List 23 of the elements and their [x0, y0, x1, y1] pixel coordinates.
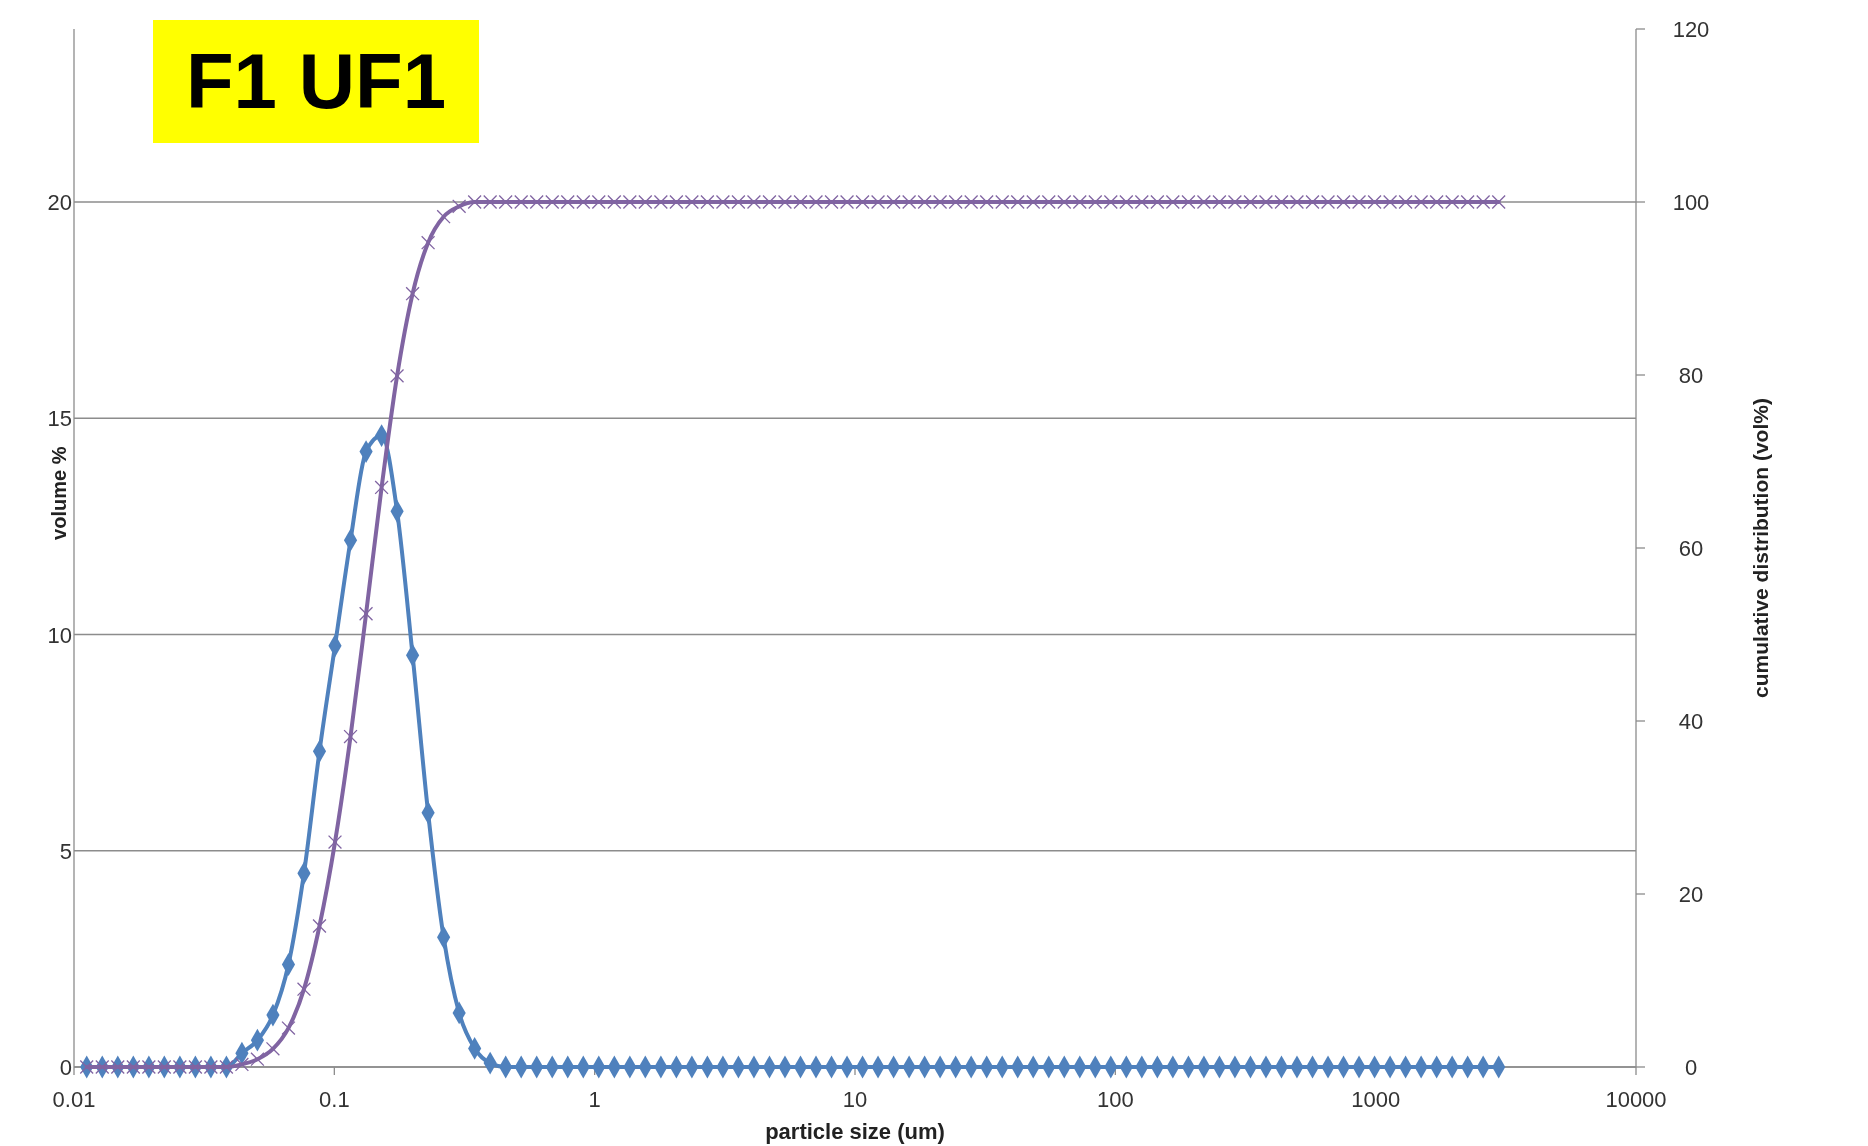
- chart-title: F1 UF1: [185, 37, 447, 125]
- y2-tick-label: 20: [1678, 882, 1704, 907]
- y-tick-label: 0: [59, 1055, 72, 1080]
- x-tick-label: 1000: [1351, 1087, 1401, 1112]
- x-axis-title: particle size (um): [765, 1119, 945, 1144]
- y2-tick-label: 100: [1672, 190, 1710, 215]
- y2-tick-label: 40: [1678, 709, 1704, 734]
- y-tick-label: 15: [47, 406, 72, 432]
- y2-tick-label: 60: [1678, 536, 1704, 561]
- x-tick-label: 0.1: [319, 1087, 350, 1112]
- x-tick-label: 100: [1096, 1087, 1134, 1112]
- x-tick-label: 10: [842, 1087, 868, 1112]
- y-tick-label: 5: [59, 838, 72, 864]
- y2-tick-label: 120: [1672, 17, 1710, 42]
- y2-tick-label: 80: [1678, 363, 1704, 388]
- x-tick-label: 0.01: [52, 1087, 96, 1112]
- y-tick-label: 20: [47, 190, 72, 215]
- x-tick-label: 10000: [1605, 1087, 1667, 1112]
- y-tick-label: 10: [47, 622, 72, 648]
- y2-tick-label: 0: [1684, 1055, 1698, 1080]
- y2-axis-title: cumulative distribution (vol%): [1749, 398, 1772, 698]
- y-axis-title: volume %: [48, 446, 70, 540]
- x-tick-label: 1: [588, 1087, 601, 1112]
